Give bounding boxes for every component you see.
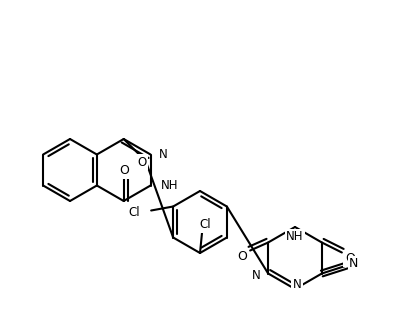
Text: O: O — [237, 250, 247, 263]
Text: NH: NH — [286, 231, 304, 243]
Text: O: O — [119, 164, 129, 178]
Text: O: O — [137, 156, 146, 168]
Text: NH: NH — [160, 179, 178, 192]
Text: N: N — [158, 148, 167, 161]
Text: Cl: Cl — [129, 206, 140, 219]
Text: N: N — [349, 257, 358, 270]
Text: Cl: Cl — [199, 218, 211, 232]
Text: N: N — [293, 277, 301, 291]
Text: N: N — [252, 269, 260, 282]
Text: O: O — [345, 252, 355, 265]
